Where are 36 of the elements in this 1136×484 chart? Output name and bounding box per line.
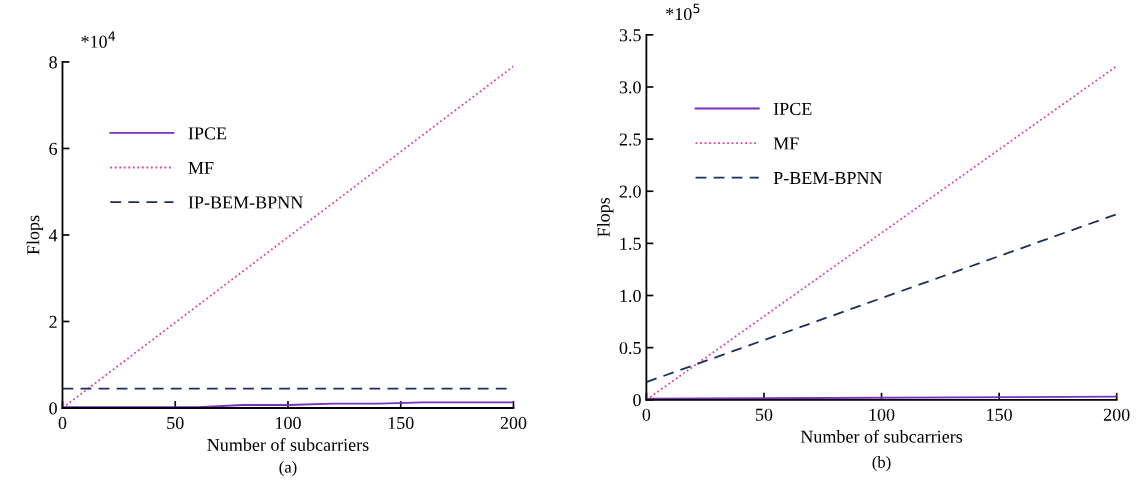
y-tick-label: 4 — [48, 229, 58, 242]
y-axis-title: Flops — [597, 197, 614, 237]
legend-label: IP-BEM-BPNN — [188, 196, 303, 209]
legend-label: IPCE — [773, 102, 812, 116]
y-tick-label: 3.0 — [619, 81, 641, 94]
x-axis-title: Number of subcarriers — [207, 438, 369, 451]
y-tick-label: 6 — [49, 142, 58, 155]
x-tick-label: 200 — [500, 416, 527, 430]
x-tick-label: 50 — [755, 408, 773, 421]
legend-label: IPCE — [188, 127, 227, 140]
text: *10$^{5}$ — [666, 3, 700, 21]
y-axis-title: Flops — [26, 215, 44, 255]
x-tick-label: 100 — [276, 416, 301, 430]
legend-label: MF — [188, 162, 214, 174]
x-tick-label: 150 — [987, 408, 1012, 421]
x-tick-label: 200 — [1103, 408, 1130, 421]
legend-label: P-BEM-BPNN — [773, 172, 883, 184]
legend-label: MF — [773, 137, 799, 150]
text: (b) — [872, 456, 891, 472]
y-tick-label: 2 — [49, 315, 57, 328]
x-tick-label: 0 — [642, 408, 651, 421]
y-tick-label: 1.5 — [620, 237, 641, 250]
y-tick-label: 0.5 — [619, 341, 641, 355]
x-tick-label: 0 — [58, 416, 67, 430]
y-tick-label: 1.0 — [620, 289, 641, 303]
y-tick-label: 2.0 — [619, 185, 641, 198]
x-axis-title: Number of subcarriers — [800, 429, 963, 443]
text: (a) — [279, 461, 297, 477]
text: *10$^{4}$ — [81, 31, 116, 48]
y-tick-label: 2.5 — [619, 133, 641, 146]
y-tick-label: 0 — [633, 394, 641, 407]
x-tick-label: 50 — [167, 416, 184, 430]
y-tick-label: 8 — [49, 56, 57, 69]
x-tick-label: 100 — [869, 408, 895, 421]
x-tick-label: 150 — [388, 416, 414, 430]
y-tick-label: 3.5 — [619, 29, 641, 42]
